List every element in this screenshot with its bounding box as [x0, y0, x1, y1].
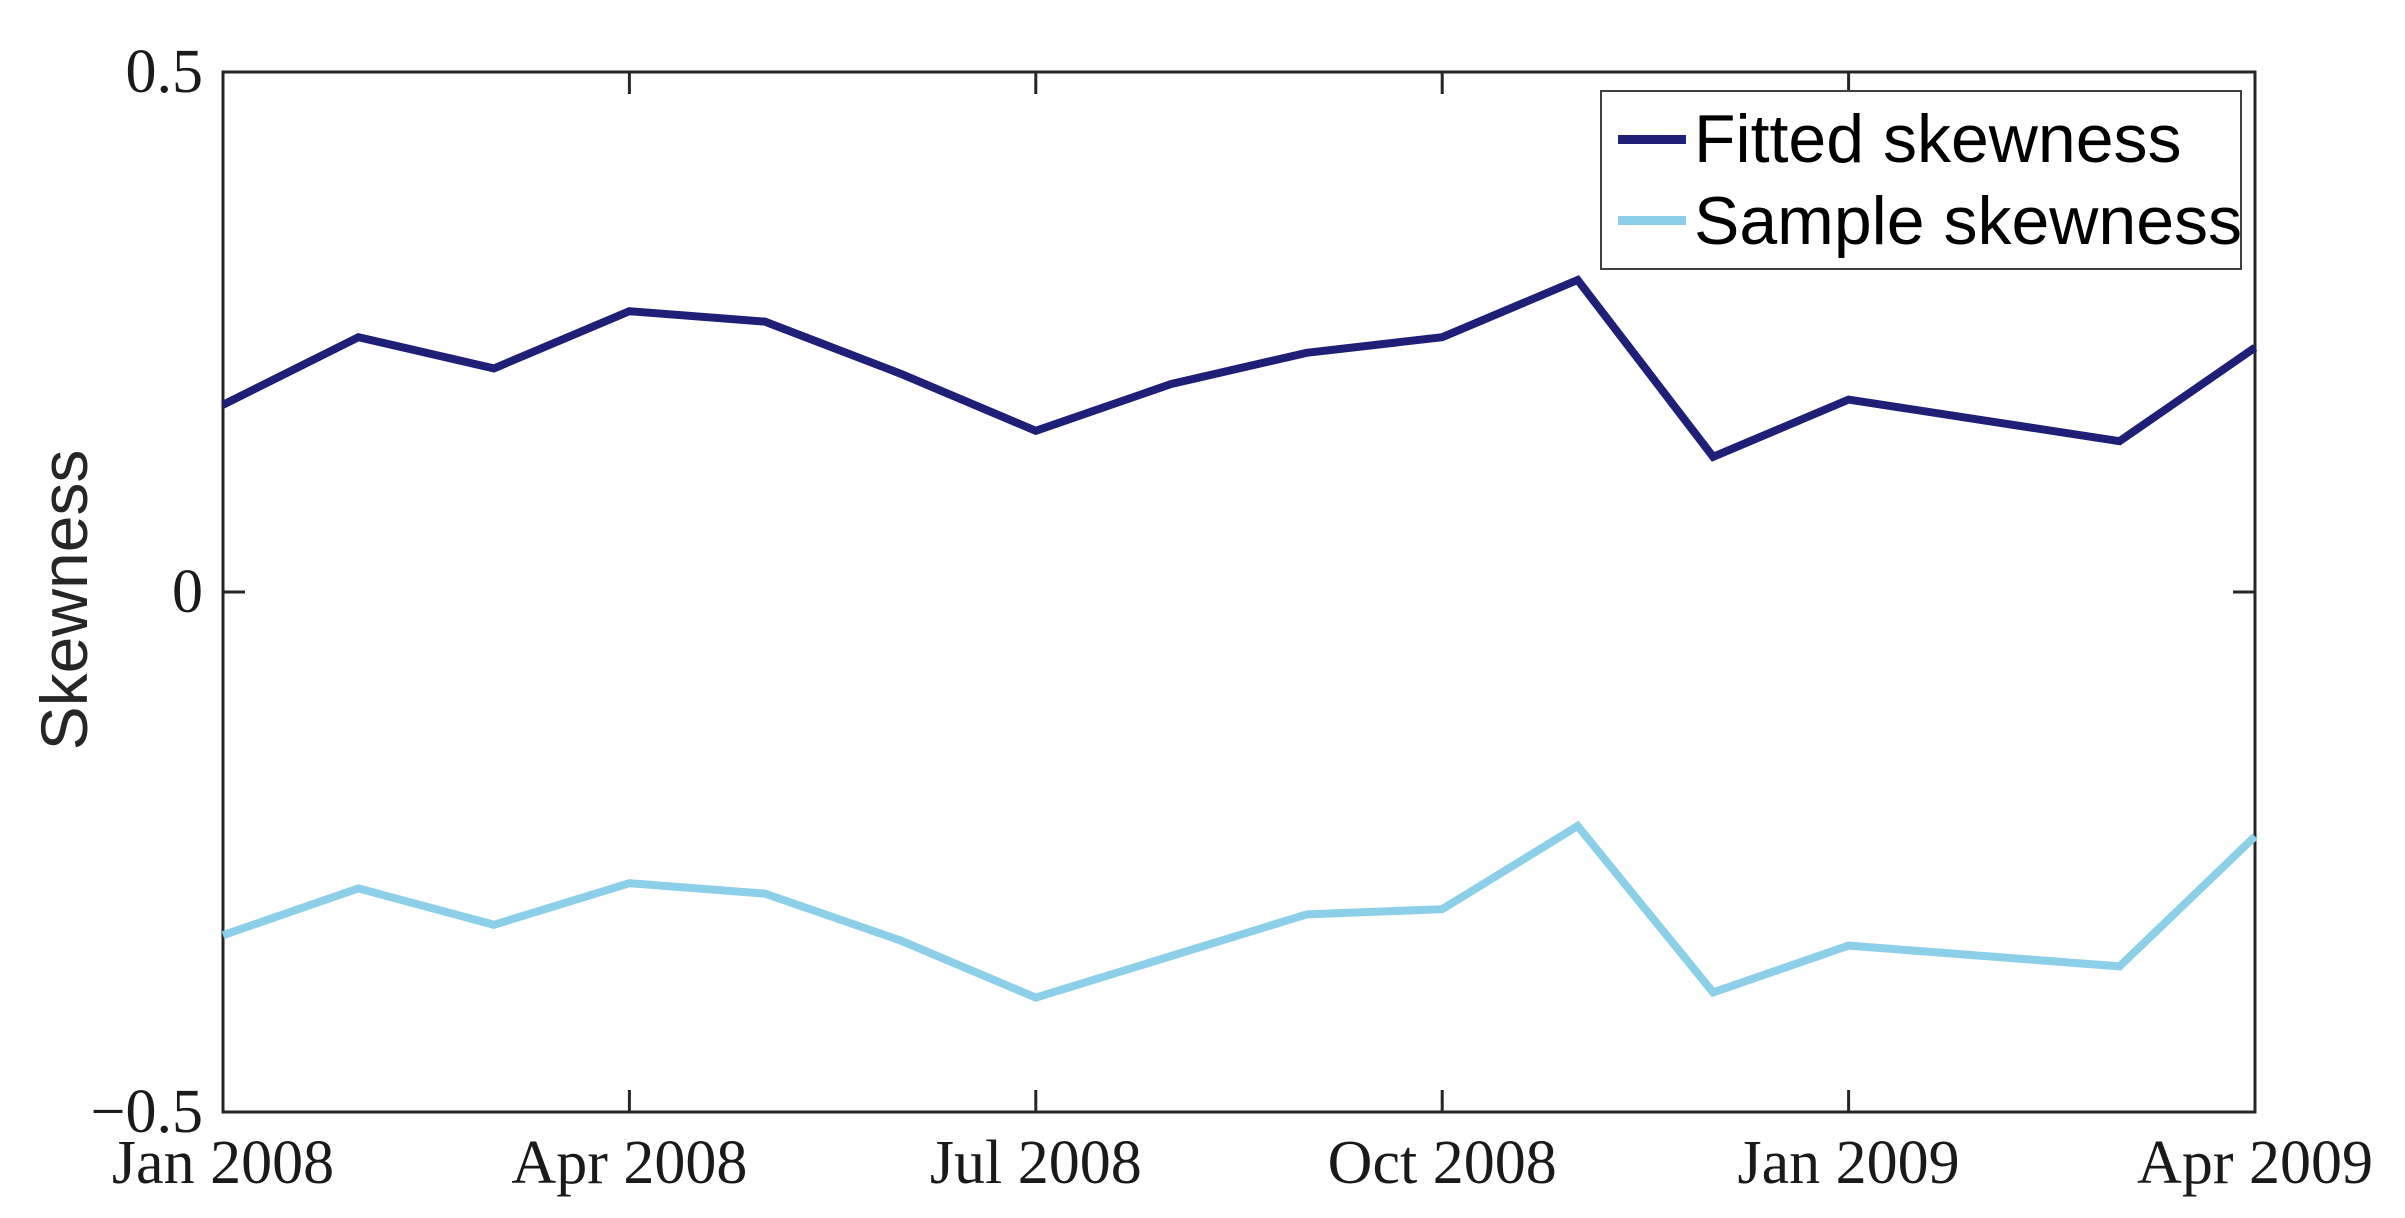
x-tick-label: Jul 2008 [929, 1129, 1142, 1197]
series-line-sample-skewness [221, 820, 2258, 1002]
legend: Fitted skewness Sample skewness [1600, 90, 2242, 270]
x-tick-label: Apr 2008 [511, 1129, 748, 1197]
legend-entry-sample: Sample skewness [1618, 182, 2243, 259]
sample-line-swatch [1618, 216, 1686, 226]
legend-entry-fitted: Fitted skewness [1618, 105, 2240, 173]
y-axis-label: Skewness [27, 449, 101, 751]
y-tick-label: −0.5 [90, 1078, 203, 1146]
fitted-line-swatch [1618, 134, 1686, 144]
legend-label-fitted: Fitted skewness [1694, 101, 2182, 178]
legend-label-sample: Sample skewness [1694, 182, 2243, 259]
x-tick-label: Jan 2008 [111, 1129, 335, 1197]
series-line-fitted-skewness [221, 275, 2258, 462]
x-tick-label: Jan 2009 [1737, 1129, 1960, 1197]
x-tick-label: Oct 2008 [1327, 1129, 1557, 1197]
y-tick-label: 0 [172, 558, 203, 626]
x-tick-label: Apr 2009 [2137, 1129, 2373, 1197]
y-tick-label: 0.5 [125, 38, 204, 106]
